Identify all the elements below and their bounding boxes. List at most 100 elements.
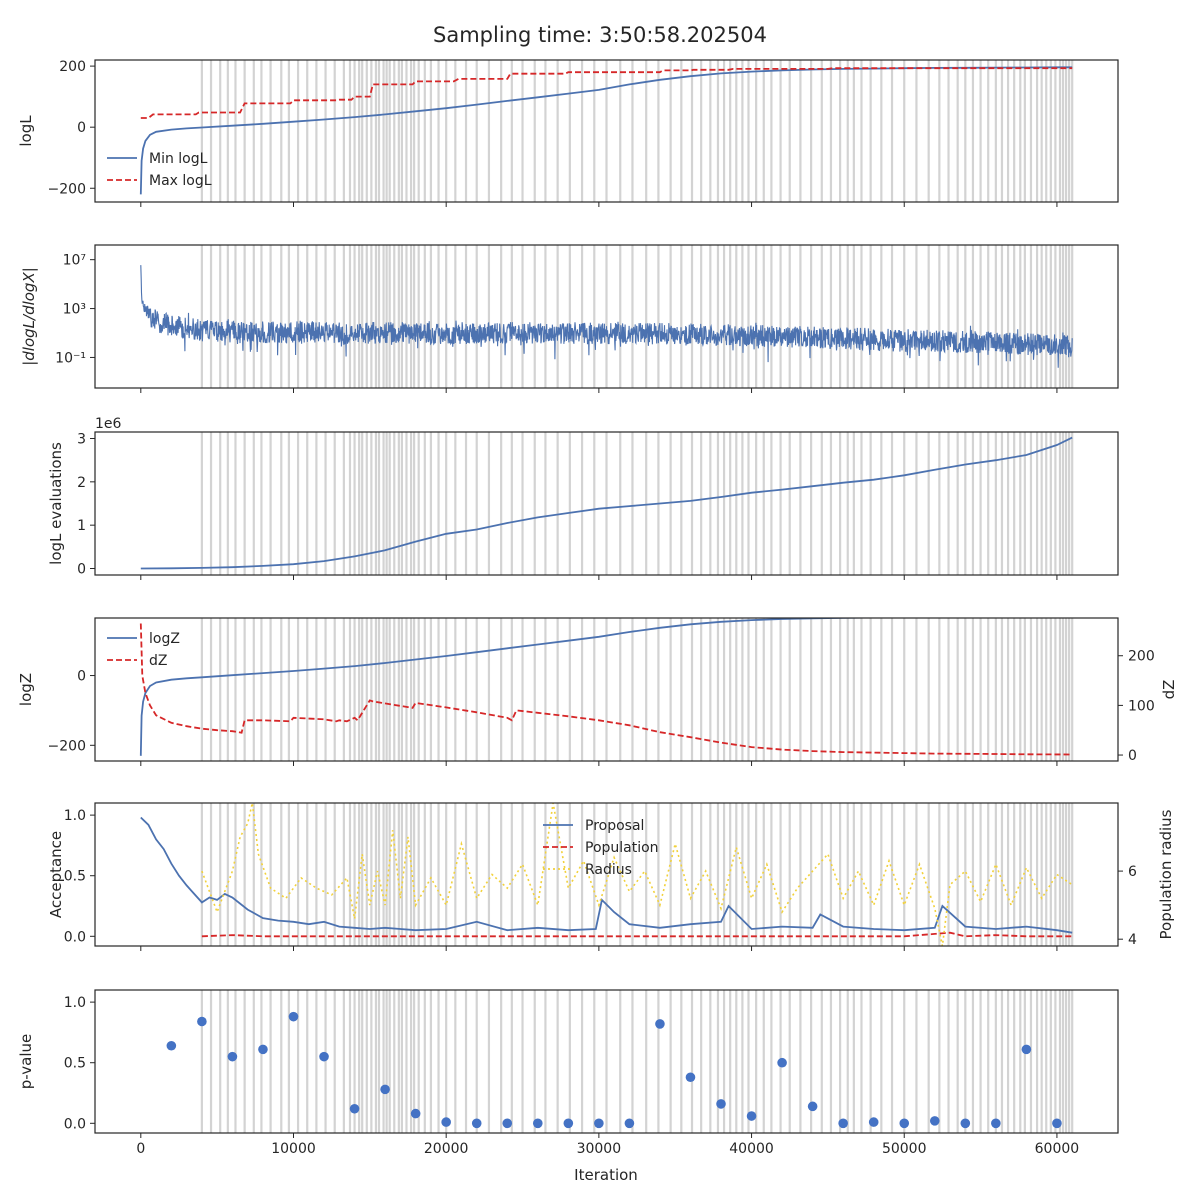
- series-logZ: [139, 618, 1073, 756]
- p-value-point: [624, 1118, 635, 1129]
- series-logL: [139, 66, 1073, 195]
- figure-title: Sampling time: 3:50:58.202504: [433, 23, 767, 47]
- p-value-point: [838, 1118, 848, 1129]
- y-axis-label: logL: [17, 115, 35, 147]
- p-value-point: [929, 1116, 940, 1126]
- y-axis-label: p-value: [17, 1034, 35, 1090]
- series-line-evals: [140, 436, 1073, 570]
- p-value-point: [410, 1108, 421, 1119]
- p-value-point: [380, 1084, 390, 1095]
- p-value-point: [1052, 1118, 1062, 1129]
- p-value-point: [197, 1016, 207, 1027]
- y-tick-label: 0: [77, 562, 86, 578]
- panel-logL: −200 0 200 logL Min logL Max logL: [17, 59, 1119, 207]
- y-tick-label: 10⁻¹: [55, 350, 86, 366]
- p-value-point: [746, 1111, 757, 1121]
- p-value-point: [288, 1011, 299, 1022]
- x-tick-label: 60000: [1035, 1141, 1080, 1157]
- series-line-logz: [139, 618, 935, 756]
- p-value-point: [960, 1118, 971, 1129]
- y-tick-label: 0.0: [64, 1116, 86, 1132]
- y-tick-label: −200: [48, 181, 86, 197]
- y-tick-label: 10³: [63, 302, 86, 318]
- p-value-point: [349, 1103, 360, 1114]
- bands-dlogL: [200, 245, 1074, 388]
- series-evals: [140, 436, 1073, 570]
- axes-frame: [94, 989, 1119, 1134]
- legend-entry: Proposal: [585, 818, 644, 834]
- p-value-point: [807, 1101, 818, 1112]
- axes-frame: [94, 617, 1119, 762]
- y-tick-label: 0.5: [64, 869, 86, 885]
- y-tick-label: 1: [77, 518, 86, 534]
- y-tick-label: 10⁷: [63, 253, 86, 269]
- p-value-point: [441, 1117, 451, 1127]
- y-tick-label: 1.0: [64, 808, 86, 824]
- x-tick-label: 40000: [729, 1141, 774, 1157]
- x-tick-label: 50000: [882, 1141, 927, 1157]
- p-value-point: [166, 1040, 177, 1051]
- x-axis-label: Iteration: [574, 1166, 638, 1184]
- y-tick-label-right: 100: [1128, 698, 1155, 714]
- y-tick-label: 2: [77, 475, 86, 491]
- legend-entry: Radius: [585, 862, 632, 878]
- series-line-dlogl: [140, 265, 1073, 368]
- x-tick-label: 30000: [577, 1141, 622, 1157]
- x-tick-label: 20000: [424, 1141, 469, 1157]
- series-pvalue: [166, 1011, 1062, 1129]
- p-value-point: [1021, 1044, 1032, 1055]
- panel-evals: 0 1 2 3 logL evaluations 1e6: [47, 416, 1119, 580]
- series-line-population: [201, 931, 1073, 938]
- y-axis-label: logZ: [17, 673, 35, 706]
- bands-pvalue: [200, 990, 1074, 1133]
- p-value-point: [655, 1019, 665, 1029]
- panel-logZ: −200 0 0 100 200 dZ logZ logZ dZ: [17, 617, 1178, 766]
- y-tick-label: 1.0: [64, 995, 86, 1011]
- p-value-point: [563, 1118, 574, 1129]
- legend-entry: Population: [585, 840, 659, 856]
- series-line-max-logl: [140, 67, 1073, 119]
- y-tick-label: 3: [77, 432, 86, 448]
- p-value-point: [716, 1099, 726, 1109]
- p-value-point: [899, 1118, 910, 1129]
- legend-logZ: logZ dZ: [107, 631, 180, 669]
- y-axis-label: |dlogL/dlogX|: [20, 267, 38, 366]
- p-value-point: [227, 1051, 238, 1062]
- p-value-point: [502, 1118, 513, 1129]
- y-tick-label-right: 0: [1128, 748, 1137, 764]
- y-axis-label: logL evaluations: [47, 442, 65, 565]
- y-tick-label-right: 200: [1128, 649, 1155, 665]
- y-axis-label-right: dZ: [1160, 680, 1178, 700]
- bands-evals: [200, 432, 1074, 575]
- legend-entry: Min logL: [149, 151, 208, 167]
- legend-logL: Min logL Max logL: [107, 151, 212, 189]
- p-value-point: [258, 1044, 268, 1055]
- p-value-point: [319, 1051, 329, 1062]
- p-value-point: [868, 1117, 879, 1127]
- axes-frame: [94, 431, 1119, 576]
- y-tick-label: 0: [77, 120, 86, 136]
- p-value-point: [471, 1118, 482, 1129]
- legend-entry: logZ: [149, 631, 180, 647]
- bands-acceptance: [200, 803, 1074, 946]
- series-line-dz: [139, 623, 1073, 756]
- panel-dlogL: 10⁻¹ 10³ 10⁷ |dlogL/dlogX|: [20, 244, 1119, 393]
- axes-frame: [94, 59, 1119, 203]
- y-tick-label: 0.0: [64, 929, 86, 945]
- p-value-point: [685, 1072, 696, 1083]
- bands-logZ: [200, 618, 1074, 761]
- p-value-point: [991, 1118, 1001, 1129]
- y-tick-label-right: 4: [1128, 932, 1137, 948]
- legend-acceptance: Proposal Population Radius: [543, 818, 659, 878]
- p-value-point: [777, 1057, 787, 1068]
- panel-acceptance: 0.0 0.5 1.0 4 6 Population radius Acceptance Pr…: [47, 802, 1175, 951]
- series-acceptance: [140, 803, 1073, 946]
- y-tick-label: 0.5: [64, 1056, 86, 1072]
- bands-logL: [200, 60, 1074, 202]
- axes-frame: [94, 802, 1119, 947]
- y-axis-label-right: Population radius: [1157, 809, 1175, 939]
- series-dlogL: [140, 265, 1073, 368]
- panel-pvalue: 0.0 0.5 1.0 0 10000 20000 30000 40000 50000 60000…: [17, 989, 1119, 1157]
